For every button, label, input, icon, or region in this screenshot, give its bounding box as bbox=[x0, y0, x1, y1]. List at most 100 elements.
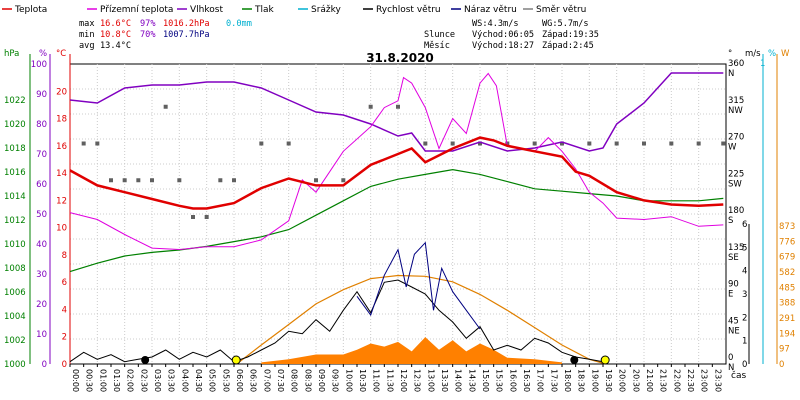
stats-block: max 16.6°C 97% 1016.2hPa 0.0mm min 10.8°… bbox=[79, 19, 599, 51]
direction-unit: ° bbox=[728, 49, 732, 59]
x-tick-label: 14:30 bbox=[467, 369, 476, 392]
plot-area bbox=[69, 72, 726, 365]
wind-gust-line bbox=[356, 241, 481, 330]
radiation-tick: 582 bbox=[779, 268, 795, 278]
x-tick-label: 03:30 bbox=[167, 369, 176, 392]
x-tick-label: 02:30 bbox=[139, 369, 148, 392]
legend-label-7: Směr větru bbox=[536, 5, 586, 15]
humidity-tick: 60 bbox=[36, 180, 47, 190]
x-axis-label: čas bbox=[731, 370, 746, 381]
x-tick-label: 17:00 bbox=[536, 369, 545, 392]
x-tick-label: 05:30 bbox=[221, 369, 230, 392]
temperature-tick: 6 bbox=[62, 278, 67, 288]
wind-direction-point bbox=[218, 178, 223, 183]
humidity-tick: 70 bbox=[36, 150, 47, 160]
direction-name-tick: N bbox=[728, 69, 734, 79]
temperature-tick: 10 bbox=[56, 224, 67, 234]
humidity-tick: 0 bbox=[42, 360, 47, 370]
chart-title: 31.8.2020 bbox=[366, 51, 434, 65]
wind-direction-point bbox=[341, 178, 346, 183]
x-tick-label: 21:00 bbox=[645, 369, 654, 392]
wind-direction-point bbox=[286, 141, 291, 146]
wind-direction-point bbox=[81, 141, 86, 146]
wind-direction-point bbox=[614, 141, 619, 146]
radiation-tick: 679 bbox=[779, 253, 795, 263]
wind-direction-point bbox=[232, 178, 236, 183]
moonset-marker bbox=[141, 356, 150, 364]
x-tick-label: 20:30 bbox=[631, 369, 640, 392]
x-tick-label: 00:30 bbox=[85, 369, 94, 392]
legend-label-0: Teplota bbox=[14, 5, 47, 15]
legend-label-3: Tlak bbox=[254, 5, 275, 15]
direction-deg-tick: 180 bbox=[728, 206, 744, 216]
wind-direction-point bbox=[163, 104, 168, 109]
x-tick-label: 15:30 bbox=[495, 369, 504, 392]
x-tick-label: 03:00 bbox=[153, 369, 162, 392]
radiation-unit: W bbox=[781, 49, 790, 59]
x-tick-label: 07:00 bbox=[262, 369, 271, 392]
wind-tick: 3 bbox=[742, 290, 747, 300]
stat-max-label: max bbox=[79, 19, 95, 29]
wind-speed-line bbox=[69, 279, 604, 363]
humidity-tick: 90 bbox=[36, 90, 47, 100]
x-tick-label: 12:00 bbox=[399, 369, 408, 392]
wg-info: WG:5.7m/s bbox=[542, 19, 589, 29]
temperature-line bbox=[69, 136, 724, 210]
temperature-unit: °C bbox=[56, 49, 66, 59]
direction-deg-tick: 225 bbox=[728, 169, 744, 179]
wind-direction-point bbox=[721, 141, 726, 146]
direction-name-tick: NW bbox=[728, 106, 743, 116]
direction-name-tick: E bbox=[728, 290, 733, 300]
temperature-tick: 18 bbox=[56, 115, 67, 125]
wind-direction-point bbox=[396, 104, 400, 109]
x-tick-label: 07:30 bbox=[276, 369, 285, 392]
radiation-tick: 388 bbox=[779, 299, 795, 309]
radiation-area bbox=[261, 337, 562, 364]
pressure-line bbox=[69, 168, 724, 273]
stat-min-label: min bbox=[79, 30, 95, 40]
x-tick-label: 22:30 bbox=[686, 369, 695, 392]
x-tick-label: 02:00 bbox=[126, 369, 135, 392]
x-tick-label: 06:30 bbox=[249, 369, 258, 392]
moonrise-marker bbox=[570, 356, 579, 364]
direction-deg-tick: 315 bbox=[728, 96, 744, 106]
rain-unit: % bbox=[768, 49, 776, 59]
stat-max-rain: 0.0mm bbox=[226, 19, 252, 29]
temperature-tick: 8 bbox=[62, 251, 67, 261]
x-tick-label: 21:30 bbox=[659, 369, 668, 392]
direction-deg-tick: 270 bbox=[728, 133, 744, 143]
x-tick-label: 20:00 bbox=[618, 369, 627, 392]
humidity-tick: 50 bbox=[36, 210, 47, 220]
x-tick-label: 09:30 bbox=[331, 369, 340, 392]
direction-deg-tick: 135 bbox=[728, 243, 744, 253]
direction-deg-tick: 0 bbox=[728, 353, 733, 363]
x-tick-label: 15:00 bbox=[481, 369, 490, 392]
direction-deg-tick: 90 bbox=[728, 280, 739, 290]
radiation-tick: 776 bbox=[779, 237, 795, 247]
direction-name-tick: SE bbox=[728, 253, 739, 263]
direction-name-tick: N bbox=[728, 363, 734, 373]
direction-deg-tick: 360 bbox=[728, 59, 744, 69]
x-tick-label: 08:30 bbox=[303, 369, 312, 392]
sun-set: Západ:19:35 bbox=[542, 30, 599, 40]
x-tick-label: 06:00 bbox=[235, 369, 244, 392]
x-tick-label: 10:00 bbox=[344, 369, 353, 392]
pressure-tick: 1020 bbox=[4, 120, 26, 130]
stat-min-hum: 70% bbox=[140, 30, 156, 40]
x-tick-label: 14:00 bbox=[454, 369, 463, 392]
stat-min-press: 1007.7hPa bbox=[163, 30, 210, 40]
wind-unit: m/s bbox=[745, 49, 761, 59]
x-tick-label: 19:30 bbox=[604, 369, 613, 392]
temperature-tick: 14 bbox=[56, 169, 67, 179]
stat-max-hum: 97% bbox=[140, 19, 156, 29]
wind-direction-point bbox=[450, 141, 455, 146]
wind-tick: 4 bbox=[742, 267, 747, 277]
legend-label-1: Přízemní teplota bbox=[100, 5, 173, 15]
wind-direction-point bbox=[109, 178, 113, 183]
wind-direction-point bbox=[423, 141, 428, 146]
wind-tick: 2 bbox=[742, 313, 747, 323]
x-tick-label: 17:30 bbox=[549, 369, 558, 392]
x-tick-label: 04:30 bbox=[194, 369, 203, 392]
pressure-tick: 1012 bbox=[4, 216, 26, 226]
